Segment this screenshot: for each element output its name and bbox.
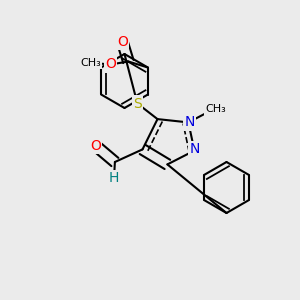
Text: N: N (185, 116, 195, 129)
Text: O: O (105, 58, 116, 71)
Text: O: O (90, 139, 101, 152)
Text: H: H (109, 172, 119, 185)
Text: O: O (117, 35, 128, 49)
Text: S: S (133, 97, 142, 110)
Text: CH₃: CH₃ (206, 104, 226, 115)
Text: N: N (189, 142, 200, 156)
Text: CH₃: CH₃ (80, 58, 101, 68)
